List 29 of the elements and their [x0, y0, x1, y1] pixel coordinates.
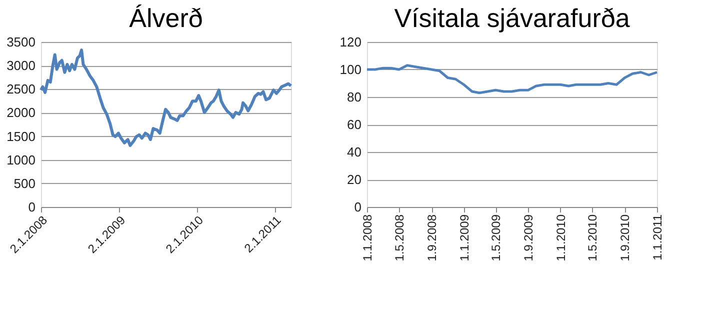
y-tick-label: 60	[347, 117, 362, 132]
y-tick-label: 1500	[6, 128, 36, 144]
chart-title: Vísitala sjávarafurða	[394, 3, 630, 33]
line-series	[366, 64, 658, 94]
y-tick-label: 1000	[6, 152, 36, 168]
x-tick-label: 1.9.2010	[618, 214, 632, 262]
x-tick-label: 1.1.2011	[650, 214, 664, 260]
x-tick-label: 1.5.2009	[489, 214, 504, 262]
y-tick-label: 2000	[6, 105, 36, 120]
x-tick-label: 1.1.2009	[457, 214, 472, 262]
y-tick-label: 3000	[6, 58, 36, 74]
chart-title: Álverð	[129, 3, 203, 33]
y-tick-label: 2500	[6, 82, 36, 97]
x-tick-label: 1.5.2008	[392, 214, 407, 262]
line-series	[40, 48, 292, 147]
y-tick-label: 20	[347, 172, 362, 187]
y-tick-label: 0	[354, 200, 362, 214]
y-tick-label: 40	[347, 144, 362, 160]
x-tick-label: 1.9.2008	[425, 214, 440, 262]
y-tick-label: 3500	[6, 34, 36, 50]
y-tick-label: 500	[14, 176, 36, 191]
x-tick-label: 1.9.2009	[522, 214, 536, 262]
y-tick-label: 0	[28, 200, 36, 214]
x-tick-label: 1.1.2008	[360, 214, 374, 262]
x-tick-label: 1.5.2010	[586, 214, 600, 262]
y-tick-label: 100	[340, 62, 362, 77]
x-tick-label: 1.1.2010	[554, 214, 568, 262]
y-tick-label: 80	[347, 90, 362, 104]
y-tick-label: 120	[340, 34, 362, 50]
